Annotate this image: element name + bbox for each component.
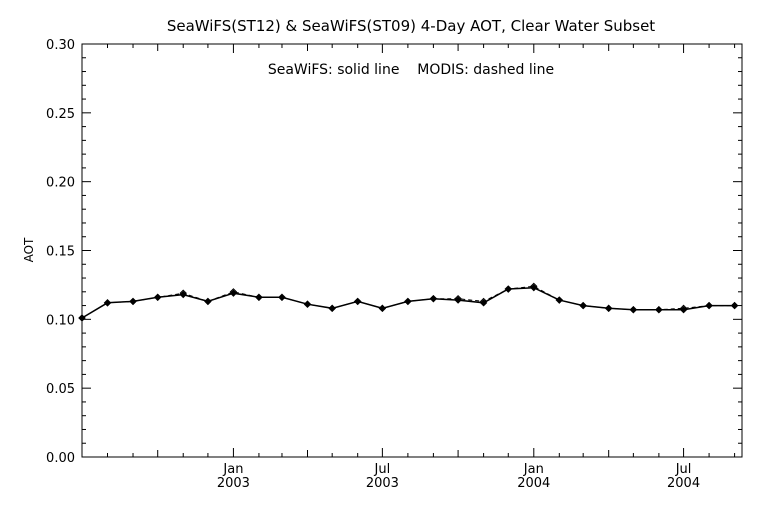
modis-point-marker (353, 297, 362, 306)
line-style-annotation: SeaWiFS: solid line MODIS: dashed line (268, 62, 554, 78)
modis-point-marker (530, 282, 538, 291)
modis-point-marker (504, 285, 512, 293)
modis-point-marker (229, 288, 238, 296)
y-tick-label: 0.00 (46, 451, 75, 466)
y-tick-label: 0.30 (46, 38, 75, 53)
modis-point-marker (404, 297, 412, 306)
modis-dashed-line (81, 285, 735, 319)
modis-point-marker (629, 305, 638, 314)
y-axis-label: AOT (22, 237, 36, 262)
x-tick-year-label: 2004 (517, 476, 550, 491)
modis-point-marker (579, 301, 587, 310)
modis-point-marker (129, 297, 137, 306)
modis-point-marker (429, 294, 438, 303)
modis-point-marker (655, 305, 663, 314)
x-tick-year-label: 2003 (217, 476, 250, 491)
modis-point-marker (479, 297, 488, 306)
modis-point-marker (179, 289, 187, 297)
modis-point-marker (154, 293, 162, 302)
modis-point-marker (679, 304, 688, 313)
modis-point-marker (378, 304, 387, 313)
x-tick-year-label: 2004 (667, 476, 700, 491)
modis-point-marker (555, 296, 564, 304)
y-tick-label: 0.15 (46, 245, 75, 260)
y-tick-label: 0.10 (46, 313, 75, 328)
seawifs-point-marker (378, 304, 387, 313)
plot-frame (81, 43, 743, 458)
modis-point-marker (255, 293, 263, 302)
modis-point-marker (78, 314, 86, 322)
modis-point-marker (454, 294, 462, 303)
modis-point-marker (328, 304, 336, 313)
seawifs-point-marker (555, 296, 564, 304)
seawifs-point-marker (353, 297, 362, 306)
x-tick-month-label: Jul (675, 462, 692, 477)
x-tick-month-label: Jan (222, 462, 243, 477)
modis-point-marker (103, 299, 112, 307)
x-tick-month-label: Jan (523, 462, 544, 477)
modis-point-marker (303, 300, 312, 308)
y-tick-label: 0.25 (46, 107, 75, 122)
modis-point-marker (705, 301, 713, 310)
seawifs-point-marker (204, 297, 212, 306)
y-tick-label: 0.05 (46, 382, 75, 397)
x-tick-month-label: Jul (374, 462, 391, 477)
y-tick-label: 0.20 (46, 176, 75, 191)
x-tick-year-label: 2003 (366, 476, 399, 491)
modis-point-marker (278, 293, 286, 302)
axis-ticks: 0.000.050.100.150.200.250.30Jan2003Jul20… (46, 38, 742, 491)
modis-point-marker (604, 304, 613, 313)
series-layer (78, 282, 739, 322)
modis-point-marker (730, 301, 739, 310)
chart-title: SeaWiFS(ST12) & SeaWiFS(ST09) 4-Day AOT,… (167, 17, 655, 35)
modis-point-marker (204, 297, 212, 306)
